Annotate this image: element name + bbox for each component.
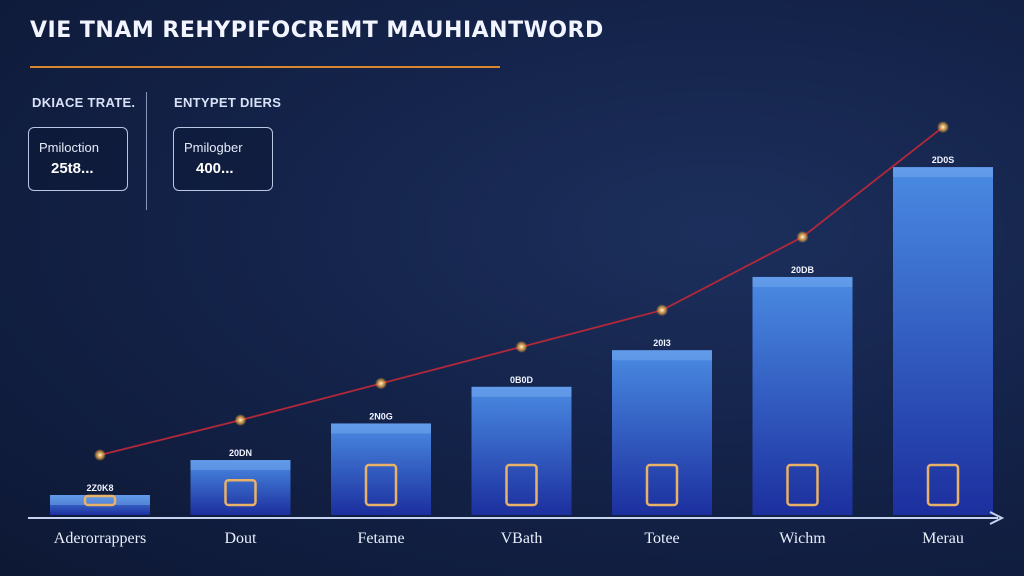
bar-cap-2 — [331, 423, 431, 434]
title-underline — [30, 66, 500, 68]
trend-point-2 — [375, 377, 387, 390]
bar-6 — [893, 167, 993, 515]
bar-3 — [471, 386, 572, 515]
x-axis-arrow — [989, 511, 1005, 525]
bar-value-label-2: 2N0G — [369, 411, 393, 421]
kpi-heading-2: ENTYPET DIERS — [174, 95, 282, 110]
chart-title: VIE TNAM REHYPIFOCREMT MAUHIANTWORD — [30, 18, 604, 43]
bar-cap-3 — [471, 386, 572, 397]
bar-4 — [612, 350, 712, 515]
bar-icon-1 — [224, 479, 257, 507]
bar-cap-5 — [752, 276, 853, 287]
bar-5 — [752, 276, 853, 515]
kpi-card-1: Pmiloction 25t8... — [28, 127, 128, 191]
trend-point-6 — [937, 121, 949, 134]
bar-value-label-5: 20DB — [791, 265, 815, 275]
category-label-4: Totee — [644, 530, 680, 547]
trend-point-5 — [796, 230, 809, 243]
bar-value-label-6: 2D0S — [932, 155, 955, 165]
category-label-5: Wichm — [779, 530, 826, 547]
trend-point-1 — [234, 414, 247, 427]
kpi-heading-1: DKIACE TRATE. — [32, 95, 136, 110]
bar-icon-6 — [926, 463, 960, 507]
bar-value-label-0: 2Z0K8 — [86, 483, 113, 493]
category-label-0: Aderorrappers — [53, 530, 147, 547]
bar-value-label-1: 20DN — [229, 448, 252, 458]
bar-cap-4 — [612, 350, 712, 361]
bar-icon-4 — [645, 463, 679, 507]
bar-icon-2 — [364, 463, 398, 507]
kpi-value-1: 25t8... — [51, 160, 94, 177]
kpi-card-2: Pmilogber 400... — [173, 127, 273, 191]
kpi-value-2: 400... — [196, 160, 234, 177]
bar-icon-0 — [83, 494, 117, 507]
bar-value-label-3: 0B0D — [510, 375, 534, 385]
trend-point-4 — [656, 304, 668, 317]
bar-2 — [331, 423, 431, 515]
trend-point-0 — [94, 449, 106, 461]
bar-cap-0 — [50, 495, 150, 505]
trend-point-3 — [515, 340, 528, 353]
bar-icon-5 — [786, 463, 819, 507]
category-label-3: VBath — [500, 530, 543, 547]
bar-cap-1 — [190, 460, 291, 471]
bar-value-label-4: 20I3 — [653, 338, 671, 348]
category-label-1: Dout — [224, 530, 257, 547]
category-label-2: Fetame — [357, 530, 405, 547]
kpi-label-2: Pmilogber — [184, 140, 243, 155]
kpi-label-1: Pmiloction — [39, 140, 99, 155]
category-label-6: Merau — [922, 530, 964, 547]
bar-icon-3 — [505, 463, 538, 507]
kpi-divider — [146, 92, 147, 210]
bar-cap-6 — [893, 167, 993, 178]
